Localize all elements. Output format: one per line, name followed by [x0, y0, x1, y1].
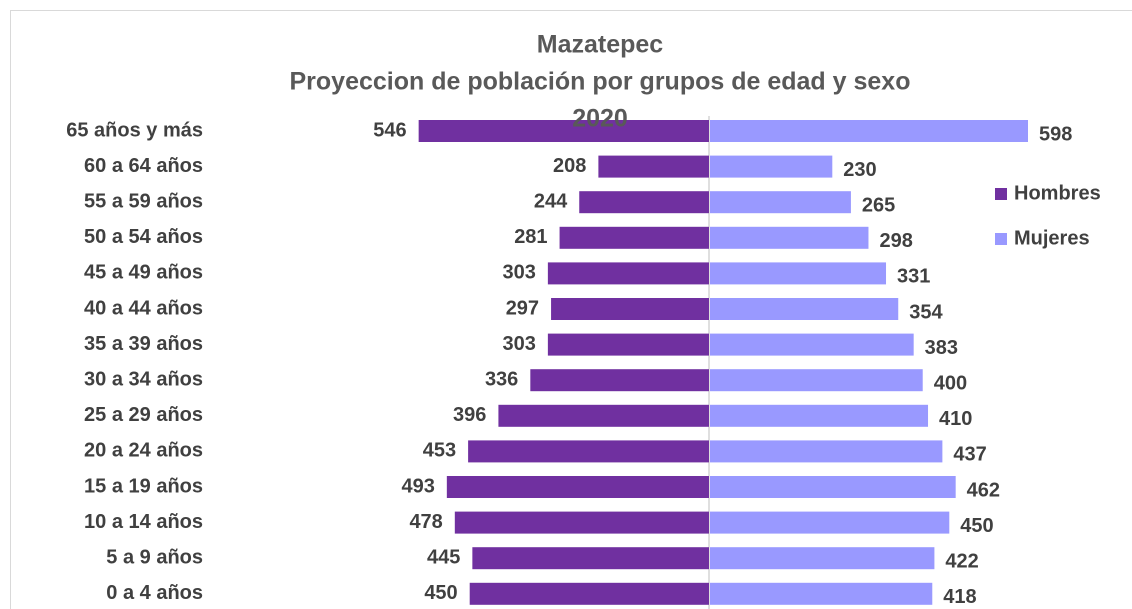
value-label: 208: [553, 155, 586, 177]
value-label: 244: [534, 190, 568, 212]
category-label: 55 a 59 años: [84, 190, 203, 212]
value-label: 450: [424, 582, 457, 604]
bar: [710, 511, 950, 534]
bar: [710, 476, 956, 498]
value-label: 298: [879, 230, 912, 252]
value-label: 303: [502, 333, 535, 355]
value-label: 598: [1039, 123, 1072, 145]
chart-title: Proyeccion de población por grupos de ed…: [290, 68, 911, 96]
legend-swatch: [995, 233, 1007, 245]
legend-swatch: [995, 188, 1007, 200]
bar: [710, 547, 935, 570]
value-label: 281: [514, 226, 547, 248]
bar: [710, 333, 914, 356]
value-label: 437: [953, 444, 986, 466]
category-label: 60 a 64 años: [84, 155, 203, 177]
legend-label: Hombres: [1014, 182, 1101, 204]
category-label: 30 a 34 años: [84, 368, 203, 390]
category-label: 10 a 14 años: [84, 511, 203, 533]
category-label: 35 a 39 años: [84, 333, 203, 355]
bar: [472, 547, 709, 570]
bar: [468, 440, 709, 463]
value-label: 453: [423, 440, 456, 462]
chart-title: Mazatepec: [537, 31, 664, 59]
bar: [551, 298, 709, 320]
value-label: 336: [485, 368, 518, 390]
category-label: 20 a 24 años: [84, 440, 203, 462]
value-label: 396: [453, 404, 486, 426]
bar: [469, 582, 709, 605]
value-label: 450: [960, 515, 993, 537]
value-label: 478: [409, 511, 442, 533]
bar: [710, 226, 869, 249]
bar: [710, 191, 851, 214]
bar: [530, 369, 709, 392]
category-label: 25 a 29 años: [84, 404, 203, 426]
category-label: 65 años y más: [66, 119, 203, 141]
bar: [710, 262, 887, 285]
chart-frame: [10, 10, 1132, 609]
bar: [710, 155, 833, 178]
bar: [547, 333, 709, 356]
value-label: 265: [862, 194, 895, 216]
category-label: 45 a 49 años: [84, 262, 203, 284]
bar: [454, 511, 709, 534]
chart-title: 2020: [572, 105, 628, 133]
category-label: 50 a 54 años: [84, 226, 203, 248]
bar: [710, 404, 929, 427]
bar: [710, 440, 943, 463]
value-label: 297: [506, 297, 539, 319]
bar: [418, 120, 709, 142]
bar: [710, 582, 933, 605]
bar: [446, 476, 709, 498]
bar: [498, 404, 709, 427]
bar: [710, 298, 899, 320]
bar: [710, 369, 923, 392]
category-label: 0 a 4 años: [106, 582, 203, 604]
value-label: 303: [502, 262, 535, 284]
value-label: 418: [943, 586, 976, 608]
value-label: 383: [925, 337, 958, 359]
value-label: 410: [939, 408, 972, 430]
bar: [559, 226, 709, 249]
category-label: 40 a 44 años: [84, 297, 203, 319]
value-label: 462: [967, 479, 1000, 501]
value-label: 331: [897, 266, 930, 288]
value-label: 354: [909, 301, 943, 323]
bar: [710, 120, 1028, 142]
bar: [579, 191, 709, 214]
legend-label: Mujeres: [1014, 227, 1090, 249]
value-label: 493: [401, 475, 434, 497]
value-label: 445: [427, 546, 460, 568]
bar: [547, 262, 709, 285]
value-label: 422: [945, 550, 978, 572]
value-label: 400: [934, 372, 967, 394]
value-label: 230: [843, 159, 876, 181]
category-label: 5 a 9 años: [106, 546, 203, 568]
value-label: 546: [373, 119, 406, 141]
bar: [598, 155, 709, 178]
category-label: 15 a 19 años: [84, 475, 203, 497]
